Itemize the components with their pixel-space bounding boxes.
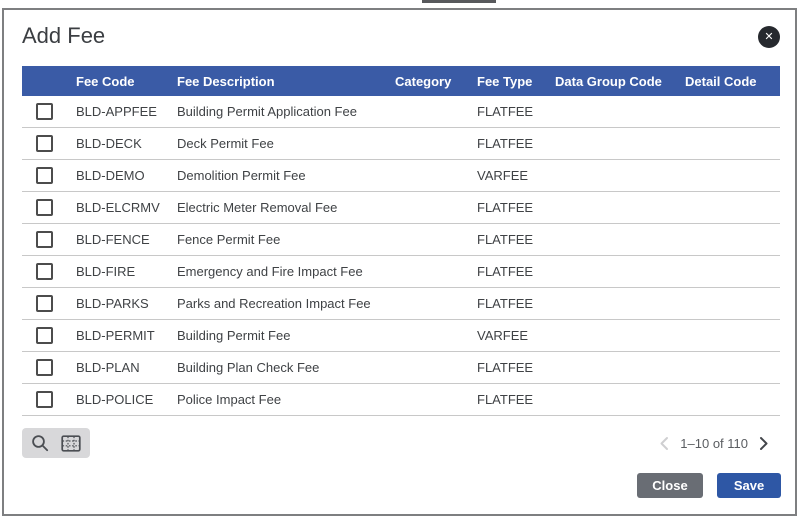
close-icon[interactable]: ✕ xyxy=(758,26,780,48)
table-toolbar xyxy=(22,428,90,458)
row-checkbox[interactable] xyxy=(35,199,53,216)
cell-fee-description: Fence Permit Fee xyxy=(177,232,281,247)
save-button[interactable]: Save xyxy=(717,473,781,498)
background-content-fragment xyxy=(422,0,496,3)
table-row[interactable]: BLD-PLAN Building Plan Check Fee FLATFEE xyxy=(22,352,780,384)
table-row[interactable]: BLD-ELCRMV Electric Meter Removal Fee FLAT… xyxy=(22,192,780,224)
row-checkbox[interactable] xyxy=(35,391,53,408)
cell-fee-description: Police Impact Fee xyxy=(177,392,282,407)
dialog-title: Add Fee xyxy=(22,23,106,48)
cell-fee-code: BLD-FENCE xyxy=(76,232,150,247)
cell-fee-description: Electric Meter Removal Fee xyxy=(177,200,338,215)
add-fee-dialog: Add Fee ✕ Fee Code Fee Description Categ… xyxy=(2,8,797,516)
row-checkbox[interactable] xyxy=(35,327,53,344)
row-checkbox-cell xyxy=(22,231,66,248)
row-checkbox-cell xyxy=(22,327,66,344)
row-checkbox-cell xyxy=(22,103,66,120)
row-checkbox-cell xyxy=(22,167,66,184)
cell-fee-code: BLD-ELCRMV xyxy=(76,200,160,215)
row-checkbox-cell xyxy=(22,295,66,312)
table-row[interactable]: BLD-APPFEE Building Permit Application Fe… xyxy=(22,96,780,128)
cell-fee-code: BLD-FIRE xyxy=(76,264,136,279)
table-row[interactable]: BLD-FIRE Emergency and Fire Impact Fee FLA… xyxy=(22,256,780,288)
cell-fee-code: BLD-PARKS xyxy=(76,296,149,311)
fee-table: Fee Code Fee Description Category Fee Ty… xyxy=(22,66,780,416)
cell-fee-code: BLD-DECK xyxy=(76,136,142,151)
column-header-category: Category xyxy=(395,73,452,89)
row-checkbox[interactable] xyxy=(35,263,53,280)
table-row[interactable]: BLD-PARKS Parks and Recreation Impact Fee… xyxy=(22,288,780,320)
cell-fee-type: FLATFEE xyxy=(477,232,534,247)
search-icon[interactable] xyxy=(31,434,50,453)
cell-fee-description: Emergency and Fire Impact Fee xyxy=(177,264,363,279)
chevron-left-icon[interactable] xyxy=(658,436,671,451)
table-row[interactable]: BLD-FENCE Fence Permit Fee FLATFEE xyxy=(22,224,780,256)
row-checkbox[interactable] xyxy=(35,103,53,120)
row-checkbox[interactable] xyxy=(35,359,53,376)
cell-fee-description: Parks and Recreation Impact Fee xyxy=(177,296,371,311)
table-body: BLD-APPFEE Building Permit Application Fe… xyxy=(22,96,780,416)
cell-fee-type: FLATFEE xyxy=(477,392,534,407)
table-row[interactable]: BLD-POLICE Police Impact Fee FLATFEE xyxy=(22,384,780,416)
cell-fee-code: BLD-DEMO xyxy=(76,168,145,183)
cell-fee-type: FLATFEE xyxy=(477,104,534,119)
row-checkbox-cell xyxy=(22,135,66,152)
table-header-row: Fee Code Fee Description Category Fee Ty… xyxy=(22,66,780,96)
cell-fee-type: VARFEE xyxy=(477,328,529,343)
cell-fee-type: FLATFEE xyxy=(477,200,534,215)
chevron-right-icon[interactable] xyxy=(757,436,770,451)
cell-fee-code: BLD-PLAN xyxy=(76,360,140,375)
cell-fee-type: FLATFEE xyxy=(477,136,534,151)
cell-fee-description: Building Plan Check Fee xyxy=(177,360,320,375)
cell-fee-description: Demolition Permit Fee xyxy=(177,168,306,183)
grid-icon[interactable] xyxy=(61,434,81,452)
row-checkbox-cell xyxy=(22,263,66,280)
table-row[interactable]: BLD-DECK Deck Permit Fee FLATFEE xyxy=(22,128,780,160)
row-checkbox-cell xyxy=(22,359,66,376)
column-header-detail-code: Detail Code xyxy=(685,73,757,89)
column-header-data-group-code: Data Group Code xyxy=(555,73,662,89)
cell-fee-description: Building Permit Application Fee xyxy=(177,104,357,119)
cell-fee-code: BLD-PERMIT xyxy=(76,328,155,343)
cell-fee-type: FLATFEE xyxy=(477,264,534,279)
row-checkbox[interactable] xyxy=(35,167,53,184)
cell-fee-code: BLD-POLICE xyxy=(76,392,154,407)
column-header-fee-code: Fee Code xyxy=(76,73,135,89)
cell-fee-type: FLATFEE xyxy=(477,296,534,311)
cell-fee-type: VARFEE xyxy=(477,168,529,183)
row-checkbox-cell xyxy=(22,199,66,216)
cell-fee-type: FLATFEE xyxy=(477,360,534,375)
table-row[interactable]: BLD-DEMO Demolition Permit Fee VARFEE xyxy=(22,160,780,192)
close-button[interactable]: Close xyxy=(637,473,703,498)
row-checkbox[interactable] xyxy=(35,135,53,152)
row-checkbox-cell xyxy=(22,391,66,408)
row-checkbox[interactable] xyxy=(35,231,53,248)
column-header-fee-type: Fee Type xyxy=(477,73,533,89)
table-row[interactable]: BLD-PERMIT Building Permit Fee VARFEE xyxy=(22,320,780,352)
row-checkbox[interactable] xyxy=(35,295,53,312)
cell-fee-description: Building Permit Fee xyxy=(177,328,291,343)
column-header-fee-description: Fee Description xyxy=(177,73,275,89)
cell-fee-description: Deck Permit Fee xyxy=(177,136,274,151)
pagination: 1–10 of 110 xyxy=(658,431,770,455)
cell-fee-code: BLD-APPFEE xyxy=(76,104,157,119)
pagination-range-label: 1–10 of 110 xyxy=(680,435,748,451)
